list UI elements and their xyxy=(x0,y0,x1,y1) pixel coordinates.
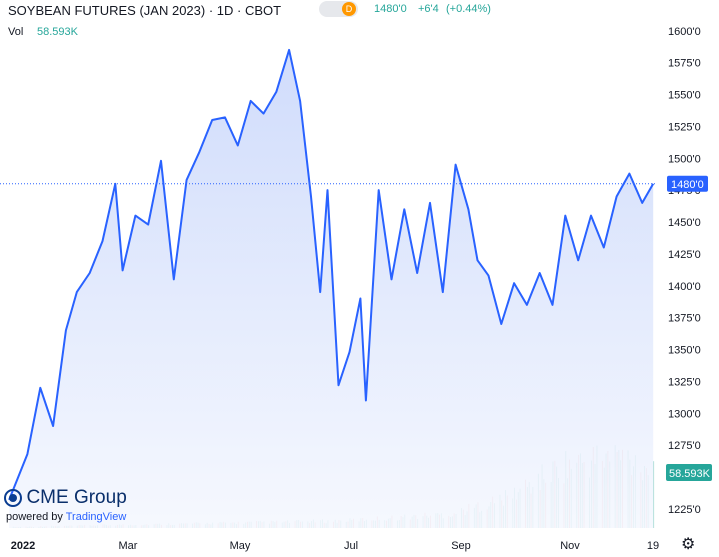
x-tick-label: Mar xyxy=(119,540,138,552)
last-price-text: 1480'0 xyxy=(374,3,407,15)
y-tick-label: 1350'0 xyxy=(668,345,701,357)
y-tick-label: 1575'0 xyxy=(668,58,701,70)
cme-logo: CME Group xyxy=(4,487,127,509)
chart-title: SOYBEAN FUTURES (JAN 2023) · 1D · CBOT xyxy=(8,3,282,18)
y-tick-label: 1300'0 xyxy=(668,408,701,420)
header-badge-letter: D xyxy=(342,2,356,16)
last-volume-label-bg xyxy=(666,464,712,481)
cme-logo-text: CME Group xyxy=(26,487,127,508)
x-tick-label: May xyxy=(230,540,251,552)
y-tick-label: 1525'0 xyxy=(668,121,701,133)
x-tick-label: 2022 xyxy=(11,540,35,552)
powered-by-label: powered by xyxy=(6,511,63,523)
volume-value: 58.593K xyxy=(37,26,78,38)
price-line xyxy=(8,48,655,501)
change-pct-text: (+0.44%) xyxy=(446,3,491,15)
y-tick-label: 1600'0 xyxy=(668,26,701,38)
tradingview-link[interactable]: TradingView xyxy=(65,511,127,523)
y-tick-label: 1325'0 xyxy=(668,376,701,388)
last-price-label: 1480'0 xyxy=(671,179,704,191)
y-tick-label: 1500'0 xyxy=(668,153,701,165)
cme-logo-icon xyxy=(4,489,22,507)
cme-logo-icon-dot xyxy=(9,494,17,502)
y-tick-label: 1275'0 xyxy=(668,440,701,452)
price-area xyxy=(9,49,654,529)
x-tick-label: Nov xyxy=(560,540,580,552)
y-tick-label: 1550'0 xyxy=(668,90,701,102)
x-tick-label: Jul xyxy=(344,540,358,552)
powered-by[interactable]: powered by TradingView xyxy=(6,511,126,523)
volume-label: Vol xyxy=(8,26,24,38)
y-tick-label: 1450'0 xyxy=(668,217,701,229)
last-volume-label: 58.593K xyxy=(669,468,711,480)
y-tick-label: 1425'0 xyxy=(668,249,701,261)
last-price-label-bg xyxy=(667,175,708,192)
y-tick-label: 1400'0 xyxy=(668,281,701,293)
header-badge[interactable]: D xyxy=(319,1,358,17)
change-text: +6'4 xyxy=(418,3,439,15)
y-tick-label: 1375'0 xyxy=(668,313,701,325)
settings-icon[interactable]: ⚙ xyxy=(681,536,696,553)
y-tick-label: 1225'0 xyxy=(668,504,701,516)
x-tick-label: Sep xyxy=(451,540,471,552)
x-tick-label: 19 xyxy=(647,540,659,552)
volume-bar xyxy=(653,461,655,528)
